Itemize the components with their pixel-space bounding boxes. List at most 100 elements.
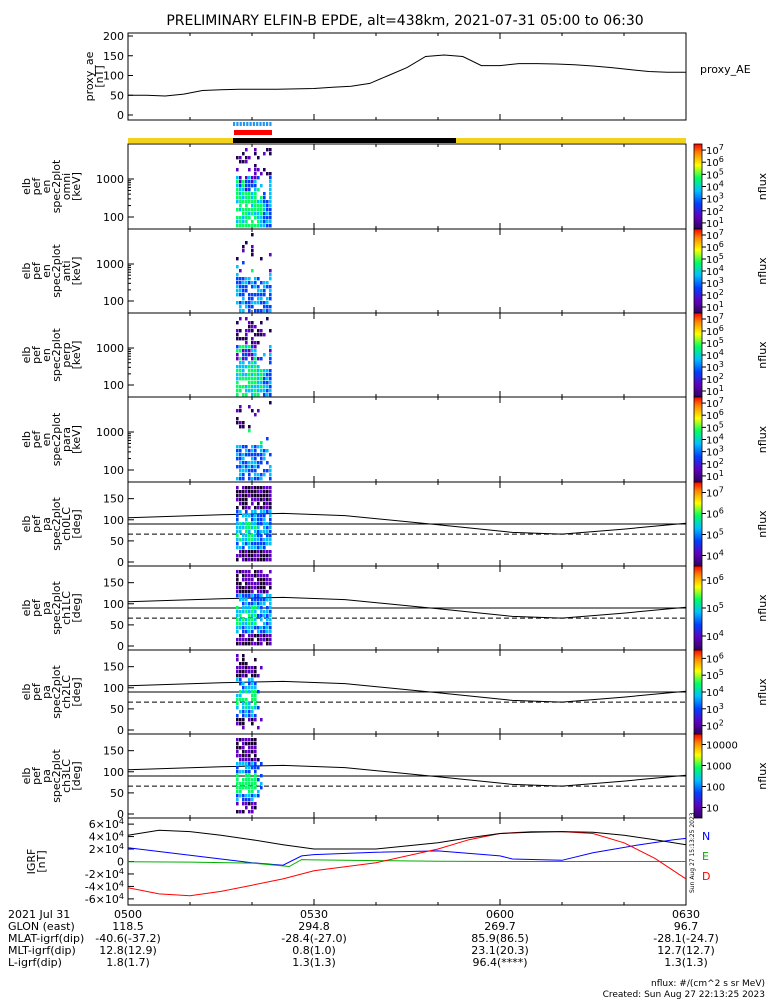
spectrogram-pixel bbox=[266, 437, 269, 441]
pitch-angle-pixel bbox=[248, 506, 251, 510]
pitch-angle-pixel bbox=[263, 578, 266, 582]
pitch-angle-pixel bbox=[248, 798, 251, 802]
side-timestamp: Sun Aug 27 15:13:25 2023 bbox=[689, 812, 696, 893]
pitch-angle-pixel bbox=[257, 522, 260, 526]
spectrogram-pixel bbox=[251, 293, 254, 297]
y-tick-label: 0 bbox=[117, 856, 124, 869]
spectrogram-pixel bbox=[248, 224, 251, 228]
pitch-angle-pixel bbox=[260, 666, 263, 670]
pitch-angle-pixel bbox=[254, 574, 257, 578]
pitch-angle-pixel bbox=[257, 606, 260, 610]
spectrogram-pixel bbox=[239, 357, 242, 361]
spectrogram-pixel bbox=[251, 461, 254, 465]
spectrogram-pixel bbox=[260, 373, 263, 377]
colorbar-tick-label: 103 bbox=[706, 192, 724, 206]
pitch-angle-pixel bbox=[248, 638, 251, 642]
pitch-angle-pixel bbox=[263, 486, 266, 490]
footer-value: 0630 bbox=[672, 908, 700, 921]
spectrogram-pixel bbox=[254, 453, 257, 457]
ylabel-line: pef bbox=[30, 598, 43, 617]
pitch-angle-pixel bbox=[254, 782, 257, 786]
spectrogram-pixel bbox=[236, 421, 239, 425]
colorbar-tick-label: 107 bbox=[706, 312, 724, 326]
spectrogram-pixel bbox=[251, 200, 254, 204]
pitch-angle-pixel bbox=[266, 522, 269, 526]
spectrogram-pixel bbox=[263, 377, 266, 381]
pitch-angle-pixel bbox=[269, 534, 272, 538]
spectrogram-pixel bbox=[239, 369, 242, 373]
spectrogram-pixel bbox=[245, 469, 248, 473]
pitch-angle-pixel bbox=[254, 614, 257, 618]
pitch-angle-pixel bbox=[245, 490, 248, 494]
spectrogram-pixel bbox=[245, 148, 248, 152]
pitch-angle-pixel bbox=[260, 626, 263, 630]
pitch-angle-pixel bbox=[269, 594, 272, 598]
spectrogram-pixel bbox=[263, 369, 266, 373]
pitch-angle-pixel bbox=[269, 586, 272, 590]
spectrogram-pixel bbox=[242, 457, 245, 461]
spectrogram-pixel bbox=[236, 389, 239, 393]
spectrogram-pixel bbox=[245, 241, 248, 245]
spectrogram-pixel bbox=[239, 277, 242, 281]
spectrogram-pixel bbox=[248, 477, 251, 481]
footer-value: -40.6(-37.2) bbox=[95, 932, 161, 945]
spectrogram-pixel bbox=[257, 204, 260, 208]
colorbar-tick-label: 104 bbox=[706, 348, 724, 362]
spectrogram-pixel bbox=[257, 465, 260, 469]
pitch-angle-pixel bbox=[269, 550, 272, 554]
spectrogram-pixel bbox=[242, 200, 245, 204]
pitch-angle-pixel bbox=[236, 746, 239, 750]
colorbar-tick-label: 104 bbox=[706, 180, 724, 194]
pitch-angle-pixel bbox=[269, 502, 272, 506]
pitch-angle-pixel bbox=[263, 634, 266, 638]
spectrogram-pixel bbox=[257, 293, 260, 297]
spectrogram-pixel bbox=[266, 208, 269, 212]
ylabel-line: spec2plot bbox=[50, 328, 63, 382]
pitch-angle-pixel bbox=[236, 766, 239, 770]
pitch-angle-pixel bbox=[263, 546, 266, 550]
pitch-angle-pixel bbox=[254, 538, 257, 542]
spectrogram-pixel bbox=[254, 353, 257, 357]
red-collection-bar bbox=[234, 130, 272, 135]
spectrogram-pixel bbox=[257, 297, 260, 301]
pitch-angle-pixel bbox=[248, 782, 251, 786]
pitch-angle-pixel bbox=[242, 626, 245, 630]
pitch-angle-pixel bbox=[254, 670, 257, 674]
spectrogram-pixel bbox=[239, 473, 242, 477]
spectrogram-pixel bbox=[254, 465, 257, 469]
spectrogram-pixel bbox=[248, 176, 251, 180]
pitch-angle-pixel bbox=[269, 498, 272, 502]
pitch-angle-pixel bbox=[251, 718, 254, 722]
spectrogram-pixel bbox=[251, 445, 254, 449]
spectrogram-pixel bbox=[239, 361, 242, 365]
pitch-angle-pixel bbox=[263, 554, 266, 558]
spectrogram-pixel bbox=[242, 369, 245, 373]
spectrogram-pixel bbox=[257, 224, 260, 228]
pitch-angle-pixel bbox=[248, 554, 251, 558]
spectrogram-pixel bbox=[263, 196, 266, 200]
pitch-angle-pixel bbox=[236, 638, 239, 642]
pitch-angle-pixel bbox=[254, 594, 257, 598]
pitch-angle-pixel bbox=[239, 550, 242, 554]
spectrogram-pixel bbox=[257, 461, 260, 465]
spectrogram-pixel bbox=[251, 212, 254, 216]
pitch-angle-pixel bbox=[236, 778, 239, 782]
pitch-angle-pixel bbox=[251, 622, 254, 626]
pitch-angle-pixel bbox=[248, 594, 251, 598]
spectrogram-pixel bbox=[236, 457, 239, 461]
spectrogram-pixel bbox=[269, 469, 272, 473]
pitch-angle-pixel bbox=[248, 802, 251, 806]
igrf-e-line bbox=[127, 859, 686, 868]
spectrogram-pixel bbox=[263, 168, 266, 172]
pitch-angle-pixel bbox=[248, 642, 251, 646]
pitch-angle-pixel bbox=[236, 698, 239, 702]
ylabel-line: pef bbox=[30, 261, 43, 280]
spectrogram-pixel bbox=[254, 361, 257, 365]
spectrogram-pixel bbox=[245, 200, 248, 204]
igrf-total-line bbox=[127, 829, 687, 850]
spectrogram-pixel bbox=[266, 309, 269, 313]
pitch-angle-pixel bbox=[248, 714, 251, 718]
pitch-angle-pixel bbox=[248, 718, 251, 722]
pitch-angle-pixel bbox=[245, 766, 248, 770]
igrf-n-line bbox=[127, 837, 687, 866]
